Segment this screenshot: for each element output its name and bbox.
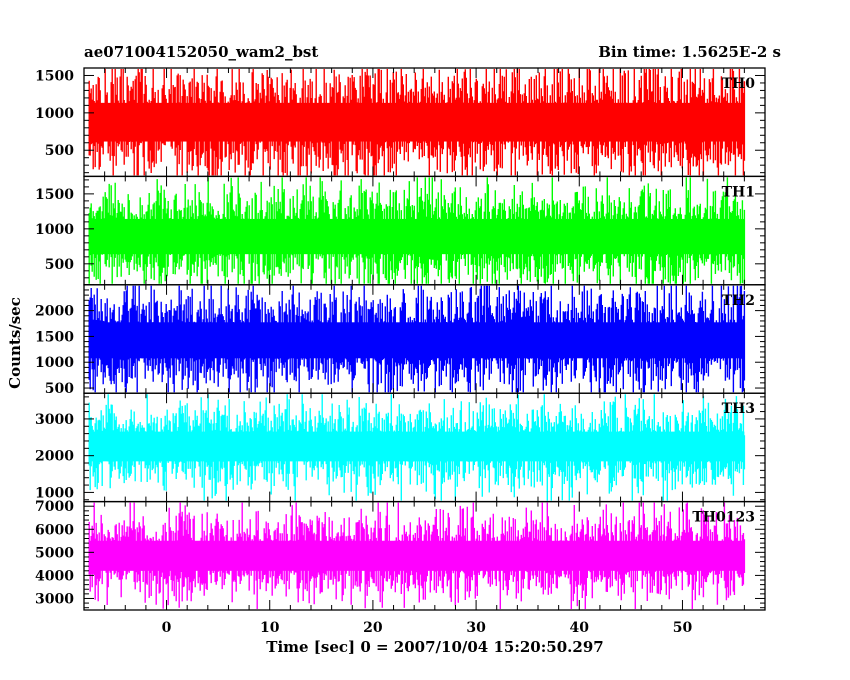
y-tick-label: 1000 xyxy=(35,222,74,238)
y-tick-label: 4000 xyxy=(35,568,74,584)
panel-label-th3: TH3 xyxy=(722,401,755,417)
y-tick-label: 3000 xyxy=(35,591,74,607)
panel-label-th2: TH2 xyxy=(722,293,755,309)
y-tick-label: 6000 xyxy=(35,522,74,538)
chart-title: ae071004152050_wam2_bst xyxy=(84,43,319,61)
x-tick-label: 10 xyxy=(260,620,280,636)
y-tick-label: 3000 xyxy=(35,412,74,428)
series-th0123-core xyxy=(89,540,745,571)
x-tick-label: 20 xyxy=(363,620,383,636)
x-tick-label: 40 xyxy=(570,620,590,636)
y-tick-label: 1000 xyxy=(35,106,74,122)
y-tick-label: 5000 xyxy=(35,545,74,561)
panel-frame-th0123 xyxy=(83,500,766,611)
y-tick-label: 1000 xyxy=(35,355,74,371)
series-th0-core xyxy=(89,102,745,142)
x-axis-title: Time [sec] 0 = 2007/10/04 15:20:50.297 xyxy=(266,638,604,656)
y-tick-label: 1500 xyxy=(35,68,74,84)
y-axis-title: Counts/sec xyxy=(6,297,24,389)
series-th2-core xyxy=(89,322,745,359)
y-tick-label: 2000 xyxy=(35,449,74,465)
y-tick-label: 2000 xyxy=(35,304,74,320)
panel-label-th1: TH1 xyxy=(722,184,755,200)
y-tick-label: 1500 xyxy=(35,329,74,345)
y-tick-label: 500 xyxy=(45,257,74,273)
panel-label-th0: TH0 xyxy=(722,76,756,92)
series-th3-core xyxy=(89,431,745,462)
panel-label-th0123: TH0123 xyxy=(692,510,755,526)
y-tick-label: 1500 xyxy=(35,187,74,203)
y-tick-label: 7000 xyxy=(35,499,74,515)
bin-time-label: Bin time: 1.5625E-2 s xyxy=(598,43,781,61)
x-tick-label: 50 xyxy=(673,620,693,636)
series-th1-core xyxy=(89,218,745,255)
x-tick-label: 30 xyxy=(466,620,486,636)
x-tick-label: 0 xyxy=(162,620,172,636)
y-tick-label: 500 xyxy=(45,381,74,397)
y-tick-label: 500 xyxy=(45,143,74,159)
y-tick-label: 1000 xyxy=(35,485,74,501)
